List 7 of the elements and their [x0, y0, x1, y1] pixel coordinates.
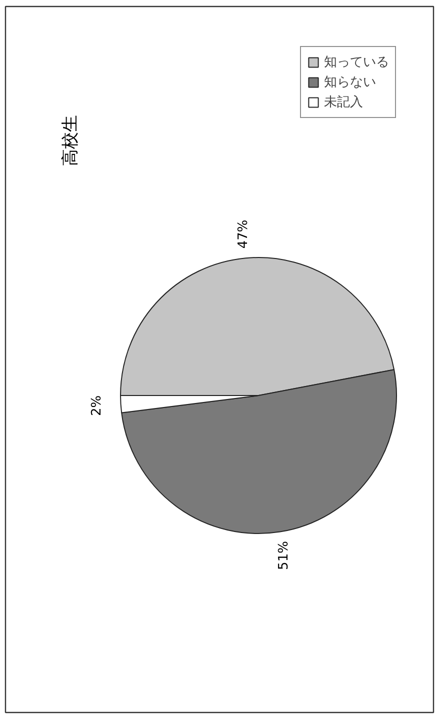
legend-label: 未記入 [324, 94, 363, 111]
data-label: 51% [276, 541, 292, 570]
text: 高校生 [60, 115, 80, 166]
legend-label: 知っている [324, 54, 389, 71]
legend-label: 知らない [324, 74, 376, 91]
data-label: 47% [236, 220, 251, 249]
data-label: 2% [89, 395, 104, 416]
